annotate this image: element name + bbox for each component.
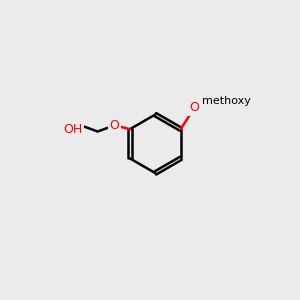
Text: OH: OH [63,123,82,136]
Text: O: O [110,119,119,132]
Text: O: O [190,101,200,114]
Text: methoxy: methoxy [202,96,250,106]
